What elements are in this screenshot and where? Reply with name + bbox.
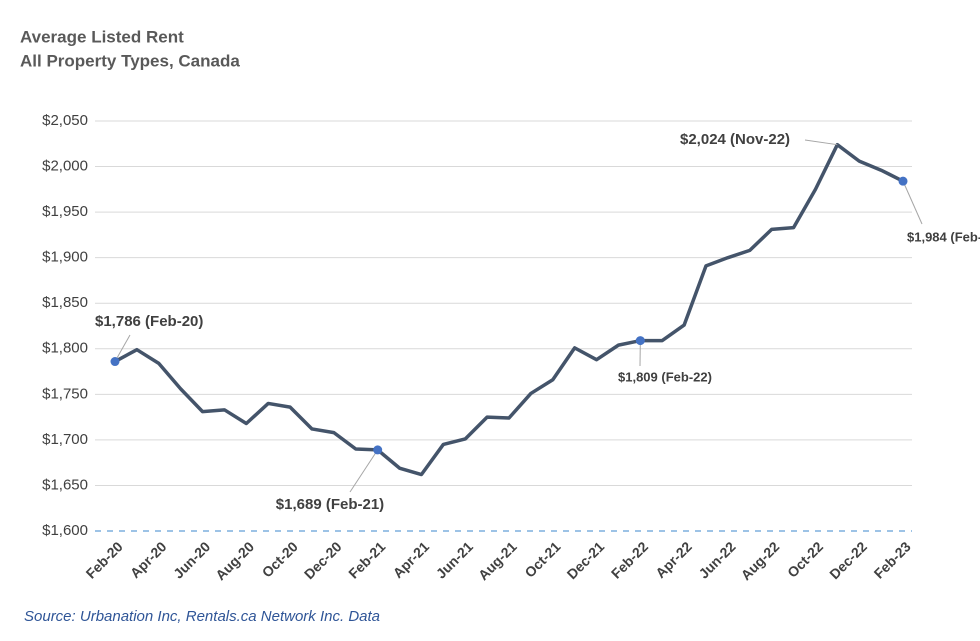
data-point [373,445,383,455]
x-tick-label: Apr-21 [390,538,433,581]
data-label: $1,689 (Feb-21) [276,496,384,513]
x-tick-label: Dec-22 [826,538,870,582]
x-tick-label: Dec-20 [301,538,345,582]
x-tick-label: Jun-22 [695,538,738,581]
x-tick-label: Aug-20 [212,538,257,583]
x-tick-label: Oct-22 [784,538,826,580]
x-tick-label: Oct-21 [521,538,563,580]
x-tick-label: Aug-21 [475,538,520,583]
x-tick-label: Feb-23 [871,538,914,581]
data-point [898,176,908,186]
x-tick-label: Apr-20 [127,538,170,581]
x-tick-label: Oct-20 [259,538,301,580]
y-tick-label: $1,800 [42,340,88,357]
y-tick-label: $1,950 [42,203,88,220]
annotation-leader [804,139,838,146]
annotation-leader [902,180,923,225]
data-line [114,142,904,477]
x-tick-label: Dec-21 [564,538,608,582]
y-tick-label: $1,850 [42,294,88,311]
y-tick-label: $2,000 [42,158,88,175]
x-tick-label: Feb-21 [345,538,388,581]
chart-subtitle: All Property Types, Canada [20,51,240,70]
data-label: $1,786 (Feb-20) [95,313,203,330]
data-point [110,357,120,367]
x-tick-label: Apr-22 [652,538,695,581]
data-label: $2,024 (Nov-22) [680,131,790,148]
y-tick-label: $1,900 [42,249,88,266]
y-tick-label: $2,050 [42,112,88,129]
annotation-leader [349,449,379,493]
annotation-leader [114,334,131,362]
y-tick-label: $1,700 [42,431,88,448]
x-tick-label: Jun-21 [433,538,476,581]
data-label: $1,984 (Feb-23) [907,229,980,244]
data-point [635,336,645,346]
y-tick-label: $1,750 [42,385,88,402]
x-tick-label: Feb-20 [83,538,126,581]
y-tick-label: $1,650 [42,476,88,493]
x-tick-label: Feb-22 [608,538,651,581]
x-tick-label: Aug-22 [738,538,783,583]
y-tick-label: $1,600 [42,522,88,539]
source-note: Source: Urbanation Inc, Rentals.ca Netwo… [24,608,380,625]
chart-title: Average Listed Rent [20,27,184,46]
x-tick-label: Jun-20 [170,538,213,581]
data-label: $1,809 (Feb-22) [618,369,712,384]
